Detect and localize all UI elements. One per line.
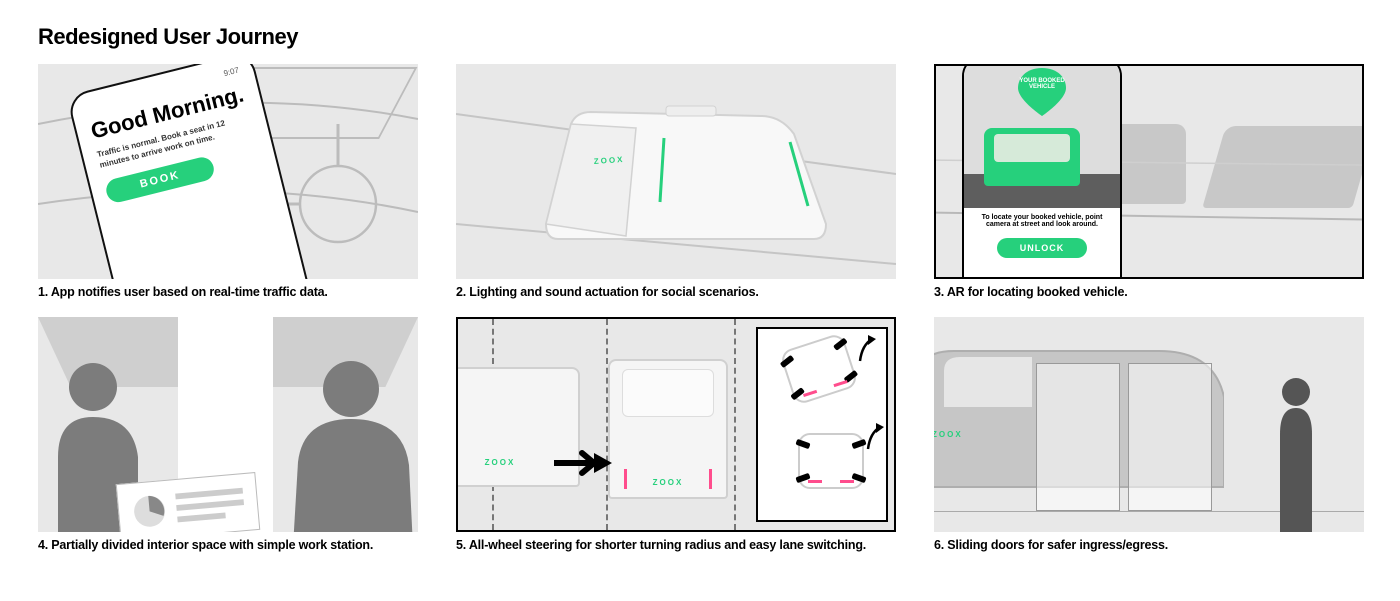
storyboard-grid: 9:07 Good Morning. Traffic is normal. Bo…	[38, 64, 1362, 552]
highlighted-vehicle	[984, 128, 1080, 186]
topview-vehicle-2	[798, 433, 864, 489]
panel-6: ZOOX 6. Sliding doors for safer ingress/…	[934, 317, 1364, 552]
brand-label-left: ZOOX	[485, 458, 516, 467]
ar-phone: YOUR BOOKED VEHICLE To locate your booke…	[962, 64, 1122, 279]
panel-2-caption: 2. Lighting and sound actuation for soci…	[456, 285, 896, 299]
panel-1-frame: 9:07 Good Morning. Traffic is normal. Bo…	[38, 64, 418, 279]
panel-4-frame	[38, 317, 418, 532]
pin-text: YOUR BOOKED VEHICLE	[1014, 78, 1070, 91]
brand-label-center: ZOOX	[653, 478, 684, 487]
panel-5-frame: ZOOX ZOOX	[456, 317, 896, 532]
panel-3-caption: 3. AR for locating booked vehicle.	[934, 285, 1364, 299]
panel-4: 4. Partially divided interior space with…	[38, 317, 418, 552]
passenger-right-silhouette	[263, 347, 418, 532]
topview-vehicle-1	[779, 332, 859, 406]
tail-light-left	[624, 469, 627, 489]
page-title: Redesigned User Journey	[38, 24, 1362, 50]
ar-viewport: YOUR BOOKED VEHICLE	[964, 64, 1120, 208]
standing-person-silhouette	[1262, 374, 1330, 532]
panel-2: ZOOX 2. Lighting and sound actuation for…	[456, 64, 896, 299]
panel-1: 9:07 Good Morning. Traffic is normal. Bo…	[38, 64, 418, 299]
panel-2-frame: ZOOX	[456, 64, 896, 279]
panel-1-caption: 1. App notifies user based on real-time …	[38, 285, 418, 299]
curve-arrow-2-icon	[862, 421, 886, 451]
panel-3-frame: YOUR BOOKED VEHICLE To locate your booke…	[934, 64, 1364, 279]
steering-inset	[756, 327, 888, 522]
curve-arrow-1-icon	[854, 333, 878, 363]
svg-text:ZOOX: ZOOX	[934, 430, 963, 439]
panel-6-caption: 6. Sliding doors for safer ingress/egres…	[934, 538, 1364, 552]
location-pin-icon: YOUR BOOKED VEHICLE	[1014, 68, 1070, 116]
lane-line-3	[734, 319, 736, 530]
panel-6-frame: ZOOX	[934, 317, 1364, 532]
lane-vehicle-center: ZOOX	[608, 359, 728, 499]
panel-5: ZOOX ZOOX	[456, 317, 896, 552]
vehicle-illustration: ZOOX	[526, 94, 836, 254]
ar-instruction: To locate your booked vehicle, point cam…	[964, 208, 1120, 234]
lane-switch-arrow-icon	[554, 449, 612, 477]
panel-4-caption: 4. Partially divided interior space with…	[38, 538, 418, 552]
unlock-button[interactable]: UNLOCK	[997, 238, 1087, 258]
sliding-door-right	[1128, 363, 1212, 511]
sliding-door-left	[1036, 363, 1120, 511]
tail-light-right	[709, 469, 712, 489]
panel-5-caption: 5. All-wheel steering for shorter turnin…	[456, 538, 896, 552]
panel-3: YOUR BOOKED VEHICLE To locate your booke…	[934, 64, 1364, 299]
